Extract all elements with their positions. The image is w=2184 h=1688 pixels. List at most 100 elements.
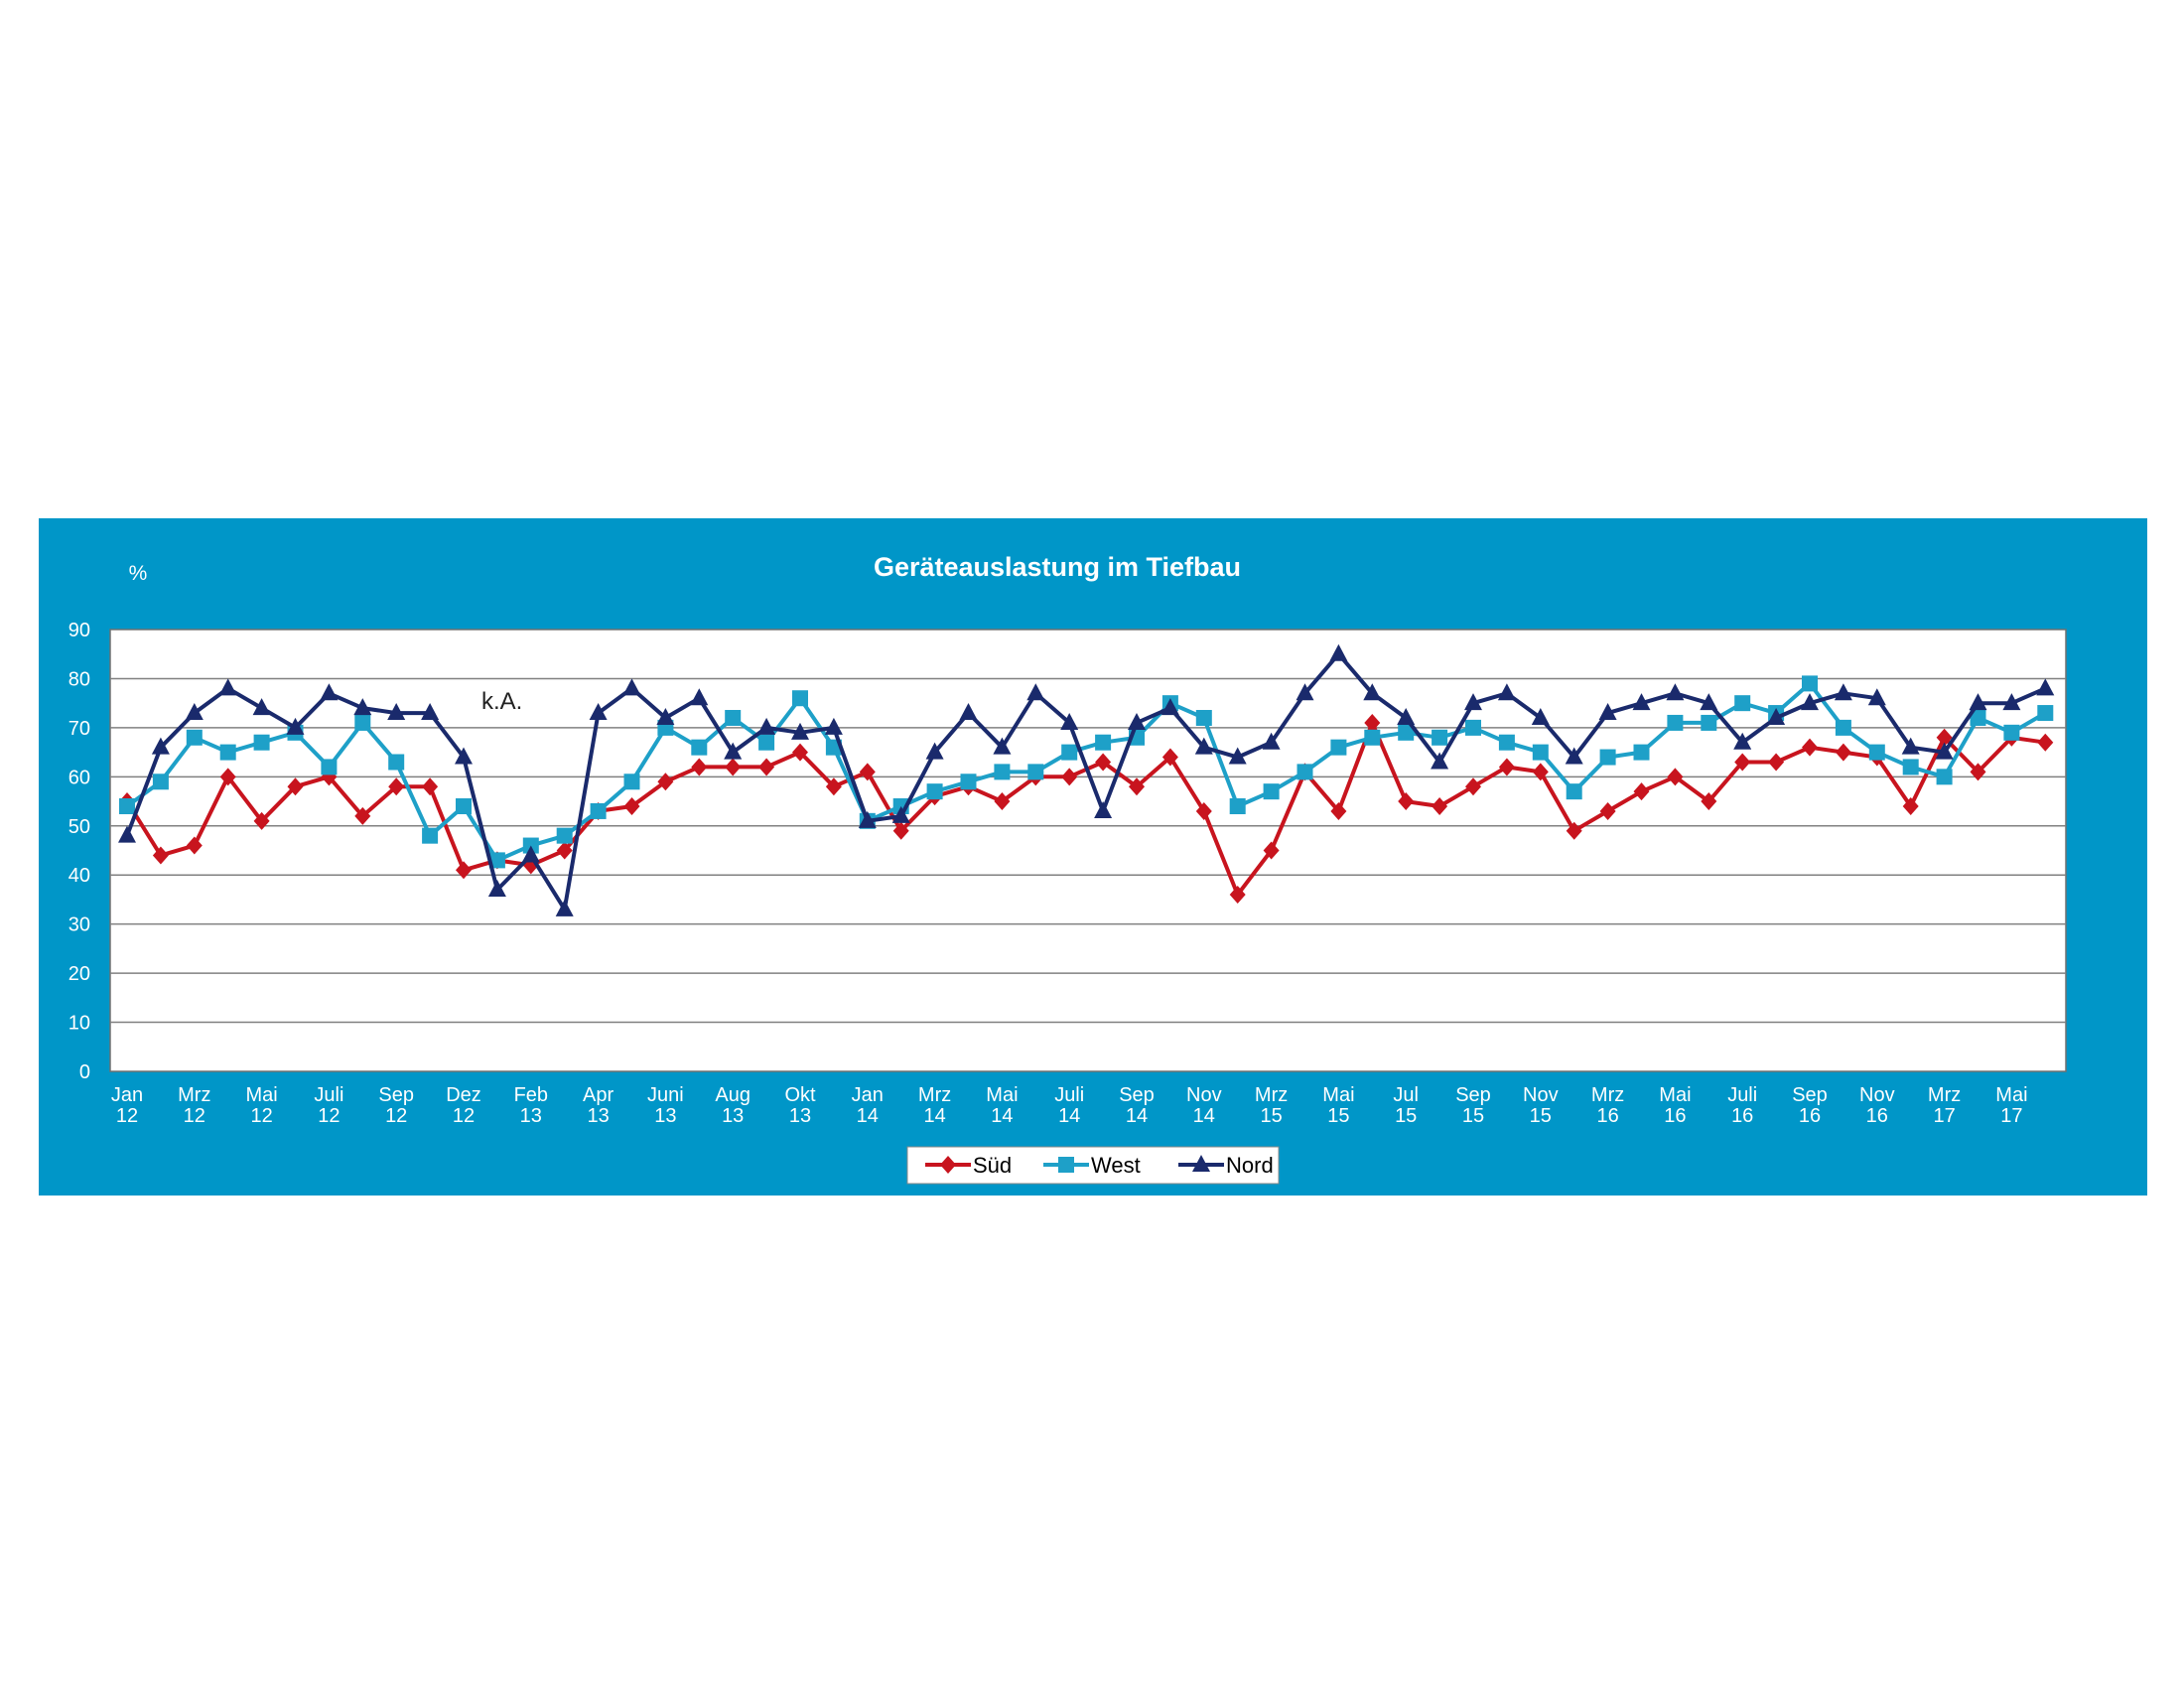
data-point-diamond [219, 768, 236, 786]
x-tick-label-year: 15 [1462, 1105, 1484, 1127]
data-point-triangle [1497, 683, 1516, 701]
data-point-triangle [1767, 708, 1786, 725]
x-tick-label-year: 17 [1933, 1105, 1955, 1127]
y-tick-label: 90 [68, 620, 90, 641]
x-tick-label-month: Juli [1727, 1084, 1757, 1106]
data-point-triangle [1598, 703, 1617, 721]
data-point-square [1599, 749, 1616, 766]
data-point-triangle [151, 737, 170, 755]
legend-item-triangle: Nord [1178, 1153, 1274, 1178]
data-point-square [1432, 729, 1448, 746]
data-point-diamond [1432, 797, 1448, 815]
data-point-triangle [1194, 737, 1213, 755]
data-point-square [1902, 759, 1919, 775]
x-tick-label-year: 13 [789, 1105, 811, 1127]
data-point-square [2037, 705, 2054, 722]
data-point-triangle [118, 825, 136, 843]
data-point-square [1868, 744, 1885, 761]
y-tick-label: 70 [68, 718, 90, 740]
x-tick-label-year: 16 [1731, 1105, 1753, 1127]
x-tick-label-month: Sep [1792, 1084, 1828, 1106]
data-point-square [1330, 739, 1347, 756]
data-point-square [2003, 724, 2020, 741]
x-tick-label-month: Sep [1455, 1084, 1491, 1106]
x-tick-label-month: Jan [111, 1084, 143, 1106]
y-tick-label: 50 [68, 816, 90, 838]
data-point-diamond [1498, 758, 1515, 776]
data-point-triangle [455, 747, 473, 765]
x-axis-ticks: Jan12Mrz12Mai12Juli12Sep12Dez12Feb13Apr1… [111, 1084, 2028, 1127]
y-axis-ticks: 0 10 20 30 40 50 60 70 80 90 [68, 620, 90, 1083]
data-point-diamond [1398, 792, 1415, 811]
data-point-triangle [218, 678, 237, 696]
x-tick-label-year: 14 [1193, 1105, 1215, 1127]
data-point-triangle [185, 703, 204, 721]
data-point-square [186, 729, 203, 746]
data-point-triangle [2002, 693, 2021, 711]
y-tick-label: 60 [68, 767, 90, 788]
y-tick-label: 30 [68, 914, 90, 936]
data-point-diamond [253, 811, 270, 830]
data-point-triangle [2036, 678, 2055, 696]
data-point-square [758, 734, 775, 751]
legend-marker-square [1058, 1157, 1074, 1173]
x-tick-label-month: Mrz [178, 1084, 210, 1106]
data-point-diamond [1129, 777, 1145, 796]
data-point-diamond [388, 777, 405, 796]
data-point-diamond [287, 777, 304, 796]
data-point-diamond [1330, 801, 1347, 820]
x-tick-label-year: 14 [857, 1105, 879, 1127]
x-tick-label-month: Juli [314, 1084, 343, 1106]
x-tick-label-month: Mai [1322, 1084, 1354, 1106]
data-point-square [960, 774, 977, 790]
data-point-diamond [1835, 743, 1851, 762]
data-point-square [691, 739, 708, 756]
line-chart: Geräteauslastung im Tiefbau % 0 10 20 30 40 5… [68, 552, 2067, 1185]
y-tick-label: 20 [68, 963, 90, 985]
x-tick-label-month: Nov [1186, 1084, 1222, 1106]
data-point-diamond [1936, 728, 1953, 747]
data-point-diamond [456, 861, 472, 880]
data-point-square [1229, 798, 1246, 814]
data-point-diamond [1902, 797, 1919, 815]
x-tick-label-month: Nov [1859, 1084, 1895, 1106]
data-point-triangle [1531, 708, 1550, 725]
x-tick-label-year: 14 [923, 1105, 945, 1127]
x-tick-label-month: Okt [784, 1084, 816, 1106]
data-point-diamond [1364, 713, 1381, 732]
data-point-triangle [1026, 683, 1045, 701]
y-tick-label: 40 [68, 865, 90, 887]
legend: Süd West Nord [906, 1146, 1280, 1185]
x-tick-label-month: Apr [583, 1084, 614, 1106]
data-point-square [1364, 729, 1381, 746]
data-point-square [556, 827, 573, 844]
data-point-triangle [1834, 683, 1852, 701]
data-point-square [456, 798, 472, 814]
data-point-triangle [1094, 800, 1113, 818]
data-point-triangle [959, 703, 978, 721]
data-point-diamond [1667, 768, 1684, 786]
data-point-triangle [353, 698, 372, 716]
x-tick-label-year: 16 [1664, 1105, 1686, 1127]
data-point-triangle [521, 845, 540, 863]
x-tick-label-month: Jan [852, 1084, 884, 1106]
data-point-triangle [1128, 712, 1146, 730]
data-point-diamond [1701, 792, 1717, 811]
legend-marker-triangle [1192, 1155, 1210, 1172]
x-tick-label-month: Mai [986, 1084, 1018, 1106]
x-tick-label-year: 15 [1260, 1105, 1282, 1127]
data-point-diamond [725, 758, 742, 776]
x-tick-label-year: 12 [184, 1105, 205, 1127]
data-point-square [994, 764, 1011, 780]
data-point-triangle [724, 742, 743, 760]
data-point-triangle [757, 717, 776, 735]
data-point-diamond [1633, 782, 1650, 801]
series-layer [118, 643, 2055, 916]
data-point-triangle [286, 717, 305, 735]
data-point-square [1263, 783, 1280, 800]
y-axis-unit: % [129, 562, 148, 585]
data-point-diamond [1195, 801, 1212, 820]
data-point-triangle [1464, 693, 1482, 711]
x-tick-label-year: 13 [520, 1105, 542, 1127]
data-point-diamond [186, 836, 203, 855]
